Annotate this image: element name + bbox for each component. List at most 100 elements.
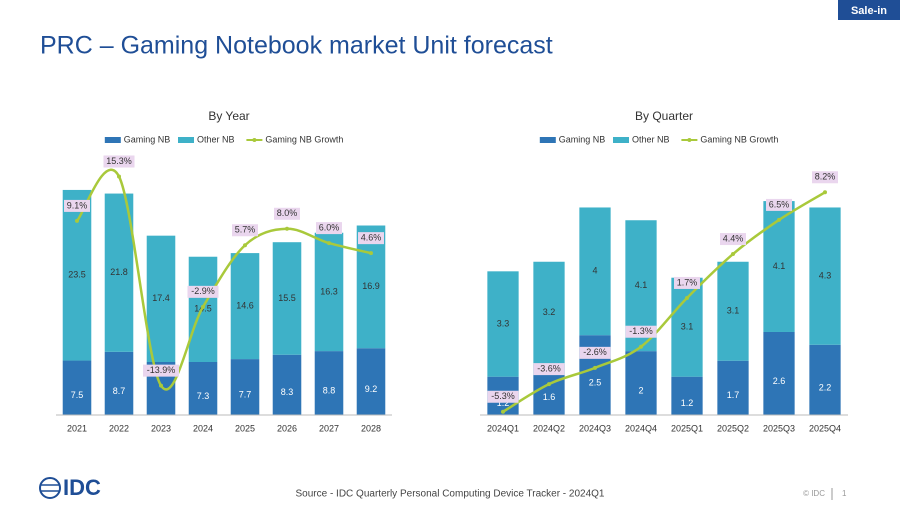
x-tick-label: 2024Q3: [579, 423, 611, 433]
label-box: [674, 276, 700, 289]
growth-label: -3.6%: [537, 363, 561, 373]
x-tick-label: 2023: [151, 423, 171, 433]
legend-swatch: [687, 138, 692, 142]
x-tick-label: 2024Q2: [533, 423, 565, 433]
x-tick-label: 2025: [235, 423, 255, 433]
data-label: 4.3: [819, 270, 832, 280]
legend-label: Other NB: [632, 134, 670, 144]
data-label: 4.1: [773, 261, 786, 271]
data-label: 9.2: [365, 384, 378, 394]
growth-point: [777, 217, 781, 222]
data-label: 2.6: [773, 376, 786, 386]
growth-label: 4.6%: [361, 233, 382, 243]
idc-logo: IDC: [39, 475, 101, 500]
growth-point: [369, 251, 373, 256]
bar: [809, 344, 841, 415]
bar: [717, 261, 749, 361]
chart-subtitle: By Quarter: [635, 109, 693, 123]
chart-subtitle: By Year: [208, 109, 249, 123]
logo-text: IDC: [63, 475, 101, 500]
label-box: [812, 171, 838, 184]
legend-label: Gaming NB Growth: [265, 134, 343, 144]
x-tick-label: 2028: [361, 423, 381, 433]
bar: [230, 253, 260, 360]
bar: [314, 232, 344, 352]
growth-label: -2.6%: [583, 347, 607, 357]
growth-point: [117, 174, 121, 179]
growth-point: [639, 344, 643, 349]
label-box: [143, 364, 179, 377]
x-tick-label: 2025Q2: [717, 423, 749, 433]
growth-point: [285, 226, 289, 231]
legend-label: Gaming NB: [124, 134, 171, 144]
legend-swatch: [252, 138, 257, 142]
data-label: 7.5: [71, 390, 84, 400]
data-label: 2.5: [589, 377, 602, 387]
page-number: 1: [842, 489, 847, 498]
legend-swatch: [104, 137, 121, 143]
data-label: 16.3: [320, 286, 338, 296]
growth-point: [327, 241, 331, 246]
bar: [104, 193, 134, 352]
bar: [62, 360, 92, 415]
bar: [146, 235, 176, 362]
bar: [487, 271, 519, 377]
growth-point: [823, 190, 827, 195]
label-box: [103, 155, 135, 168]
data-label: 1.2: [681, 398, 694, 408]
label-box: [579, 346, 611, 359]
data-label: 2: [638, 385, 643, 395]
growth-label: -2.9%: [191, 286, 215, 296]
x-tick-label: 2025Q4: [809, 423, 841, 433]
data-label: 21.8: [110, 267, 128, 277]
bar: [625, 351, 657, 415]
data-label: 2.2: [819, 382, 832, 392]
legend-swatch: [178, 137, 194, 143]
bar: [763, 331, 795, 415]
x-tick-label: 2025Q1: [671, 423, 703, 433]
x-tick-label: 2024Q4: [625, 423, 657, 433]
growth-label: -13.9%: [147, 365, 176, 375]
bar: [314, 351, 344, 415]
data-label: 8.3: [281, 387, 294, 397]
legend-label: Other NB: [197, 134, 235, 144]
data-label: 8.7: [113, 386, 126, 396]
growth-line: [502, 191, 826, 413]
data-label: 7.7: [239, 389, 252, 399]
bar: [356, 225, 386, 349]
bar: [188, 362, 218, 415]
legend-label: Gaming NB Growth: [700, 134, 778, 144]
label-box: [64, 199, 90, 212]
x-tick-label: 2026: [277, 423, 297, 433]
data-label: 3.1: [681, 322, 694, 332]
growth-point: [731, 252, 735, 257]
growth-label: 15.3%: [106, 156, 132, 166]
bar: [230, 359, 260, 415]
growth-point: [593, 365, 597, 370]
bar: [272, 242, 302, 355]
growth-label: 8.0%: [277, 208, 298, 218]
label-box: [358, 232, 384, 245]
bar: [809, 207, 841, 345]
badge-bg: [838, 0, 900, 20]
growth-label: 1.7%: [677, 277, 698, 287]
x-tick-label: 2024Q1: [487, 423, 519, 433]
growth-point: [685, 295, 689, 300]
bar: [533, 261, 565, 364]
label-box: [187, 285, 219, 298]
x-tick-label: 2021: [67, 423, 87, 433]
x-tick-label: 2024: [193, 423, 213, 433]
bar: [671, 277, 703, 377]
bar: [717, 360, 749, 415]
copyright: © IDC: [803, 489, 825, 498]
growth-label: 9.1%: [67, 200, 88, 210]
slide-title: PRC – Gaming Notebook market Unit foreca…: [40, 32, 553, 60]
label-box: [487, 390, 519, 403]
label-box: [720, 233, 746, 246]
x-tick-label: 2022: [109, 423, 129, 433]
growth-point: [75, 218, 79, 223]
label-box: [766, 198, 792, 211]
label-box: [625, 325, 657, 338]
